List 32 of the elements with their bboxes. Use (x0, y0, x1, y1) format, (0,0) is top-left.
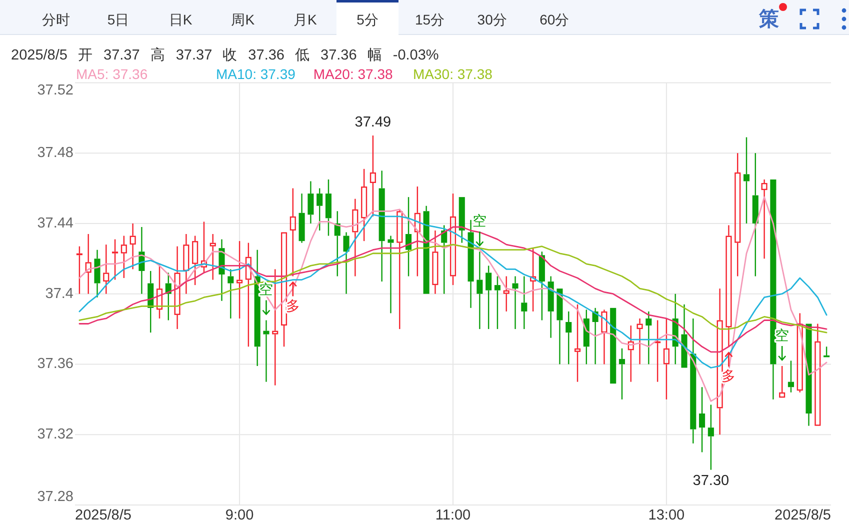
tab-label: 15分 (415, 12, 445, 28)
annotation: 空 (472, 212, 487, 229)
y-tick-label: 37.28 (37, 489, 74, 505)
y-tick-label: 37.52 (37, 82, 74, 99)
y-tick-label: 37.48 (37, 145, 74, 162)
annotation: 37.49 (354, 114, 392, 130)
tab-label: 分时 (42, 12, 70, 28)
annotation: 37.30 (692, 472, 730, 489)
tab-label: 30分 (477, 12, 507, 28)
y-tick-label: 37.44 (37, 215, 74, 232)
tab-label: 周K (231, 12, 255, 28)
y-tick-label: 37.36 (37, 356, 74, 372)
annotation: 多 (286, 297, 300, 314)
legend-item: MA10: 37.39 (216, 66, 296, 82)
button-label: 策 (759, 8, 779, 30)
y-tick-label: 37.4 (45, 286, 74, 302)
x-tick-label: 2025/8/5 (774, 508, 831, 524)
y-tick-label: 37.32 (37, 426, 74, 443)
legend-item: MA30: 37.38 (413, 66, 492, 82)
tab-label: 5日 (107, 12, 130, 28)
x-tick-label: 9:00 (225, 508, 254, 524)
legend-item: MA5: 37.36 (76, 66, 148, 82)
tab-label: 日K (168, 12, 192, 28)
subtitle: 2025/8/5 开 37.37 高 37.37 收 37.36 低 37.36 幅 -0.03% (11, 48, 439, 64)
tab-label: 5分 (356, 12, 378, 28)
x-tick-label: 11:00 (435, 508, 471, 524)
x-tick-label: 2025/8/5 (75, 508, 132, 524)
annotation: 空 (259, 281, 274, 298)
x-tick-label: 13:00 (648, 508, 685, 524)
tab-label: 月K (294, 12, 317, 28)
tab-label: 60分 (540, 12, 570, 28)
legend-item: MA20: 37.38 (313, 66, 393, 82)
